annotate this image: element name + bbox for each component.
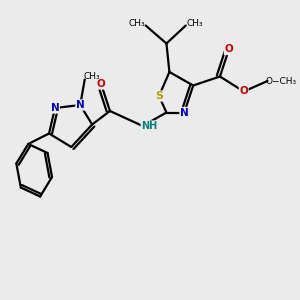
Text: N: N	[76, 100, 85, 110]
Text: S: S	[155, 91, 163, 101]
Text: O: O	[97, 79, 105, 89]
Text: CH₃: CH₃	[186, 20, 203, 28]
Text: N: N	[180, 107, 189, 118]
Text: O: O	[224, 44, 233, 55]
Text: NH: NH	[141, 121, 158, 131]
Text: CH₃: CH₃	[128, 20, 145, 28]
Text: O−CH₃: O−CH₃	[265, 76, 296, 85]
Text: O: O	[239, 86, 248, 97]
Text: CH₃: CH₃	[84, 72, 100, 81]
Text: N: N	[51, 103, 59, 113]
